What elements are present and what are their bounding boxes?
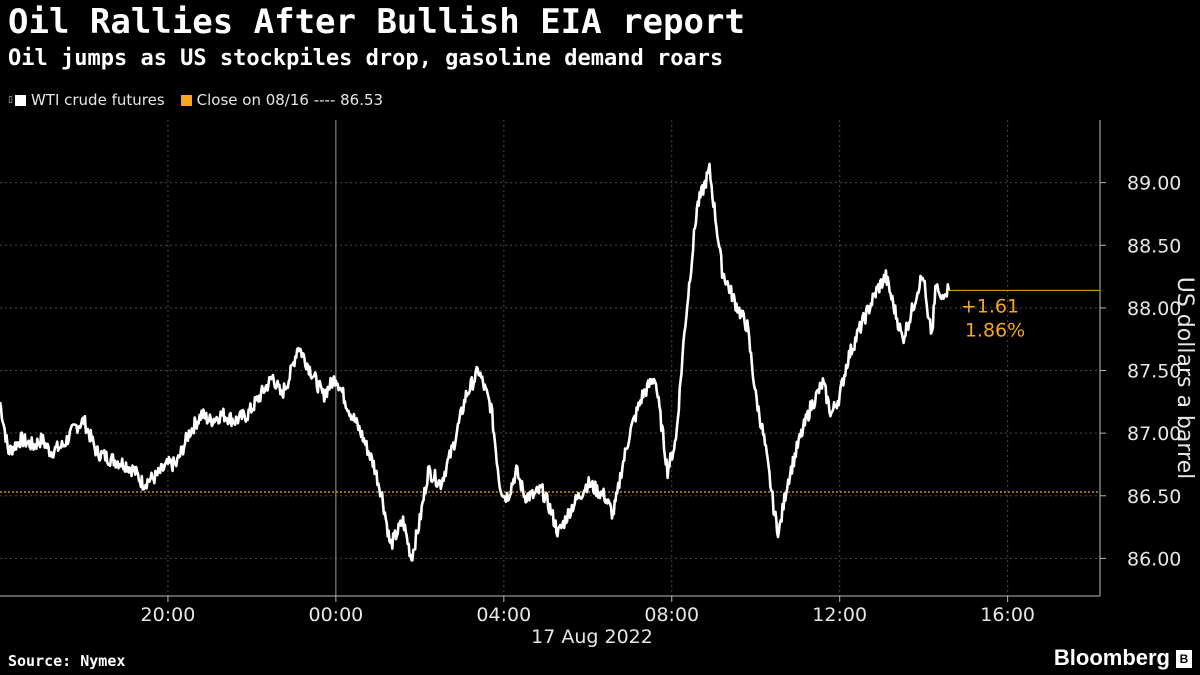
legend: ▯ WTI crude futures Close on 08/16 ---- …: [8, 91, 399, 109]
series-swatch-icon: [14, 94, 26, 106]
x-tick-label: 08:00: [644, 604, 699, 626]
legend-item-reference: Close on 08/16 ---- 86.53: [180, 91, 384, 109]
date-label: 17 Aug 2022: [531, 626, 653, 648]
y-tick-label: 88.50: [1127, 235, 1181, 257]
y-tick-label: 88.00: [1127, 298, 1181, 320]
change-abs-label: +1.61: [961, 295, 1019, 317]
x-tick-label: 12:00: [812, 604, 867, 626]
legend-series-label: WTI crude futures: [30, 91, 165, 109]
chart-subtitle: Oil jumps as US stockpiles drop, gasolin…: [8, 46, 724, 71]
y-axis-label: US dollars a barrel: [1172, 277, 1197, 479]
series-line: [0, 162, 951, 562]
grid-lines: [0, 120, 1100, 596]
brand-badge-icon: B: [1176, 650, 1192, 668]
legend-reference-label: Close on 08/16 ---- 86.53: [196, 91, 384, 109]
axes: 86.00 86.50 87.00 87.50 88.00 88.50 89.00 20:00…: [0, 120, 1181, 626]
y-tick-label: 89.00: [1127, 173, 1181, 195]
x-tick-label: 16:00: [980, 604, 1035, 626]
brand-logo: Bloomberg: [1053, 645, 1170, 670]
legend-item-series: ▯ WTI crude futures: [8, 91, 165, 109]
source-note: Source: Nymex: [8, 652, 126, 670]
x-tick-label: 20:00: [141, 604, 196, 626]
y-tick-label: 86.50: [1127, 486, 1181, 508]
y-tick-label: 87.00: [1127, 423, 1181, 445]
line-series-icon: ▯: [8, 95, 13, 105]
change-pct-label: 1.86%: [965, 319, 1025, 341]
y-tick-label: 87.50: [1127, 361, 1181, 383]
y-tick-label: 86.00: [1127, 548, 1181, 570]
x-tick-label: 04:00: [476, 604, 531, 626]
chart-title: Oil Rallies After Bullish EIA report: [8, 2, 745, 42]
x-tick-label: 00:00: [308, 604, 363, 626]
reference-swatch-icon: [180, 94, 192, 106]
